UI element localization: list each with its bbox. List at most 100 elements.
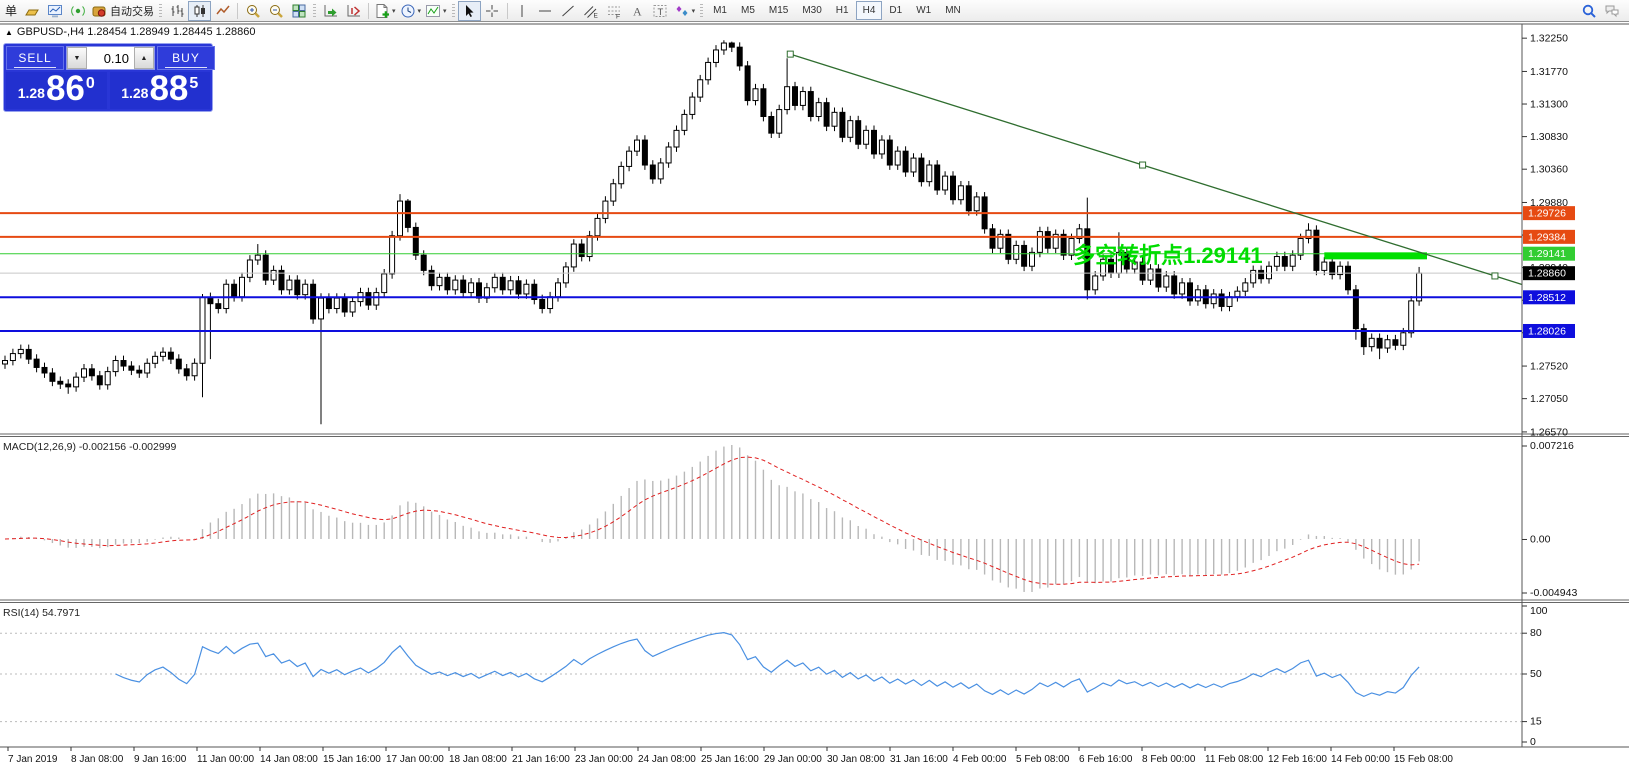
candles-icon: [194, 4, 205, 17]
toolbar: 单 自动交易 ▾ ▾ ▾ E F A T ▾ M1 M5 M15 M30 H1 H4 D1 W1 MN: [0, 0, 1629, 22]
volume-increase-button[interactable]: ▲: [134, 47, 154, 69]
tile-windows-button[interactable]: [287, 1, 310, 21]
price-badge: [1523, 266, 1575, 281]
channel-icon: E: [584, 5, 599, 19]
search-icon-button[interactable]: [1577, 1, 1600, 21]
timeframe-m30-button[interactable]: M30: [795, 1, 828, 20]
indicators-button[interactable]: ▾: [423, 1, 449, 21]
auto-scroll-button[interactable]: [319, 1, 342, 21]
toolbar-separator: [368, 2, 370, 19]
volume-control: ▼ ▲: [66, 46, 155, 70]
toolbar-right-icons: [1577, 1, 1629, 21]
timeframe-w1-button[interactable]: W1: [909, 1, 938, 20]
volume-input[interactable]: [87, 47, 134, 69]
new-order-partial-label[interactable]: 单: [5, 4, 18, 18]
horizontal-lines[interactable]: [0, 212, 1522, 332]
svg-text:1.27050: 1.27050: [1530, 393, 1568, 405]
text-label-button[interactable]: T: [649, 1, 672, 21]
toolbar-grip: [159, 3, 163, 18]
periods-button[interactable]: ▾: [398, 1, 424, 21]
svg-text:1.30830: 1.30830: [1530, 131, 1568, 143]
market-watch-icon-button[interactable]: [43, 1, 66, 21]
svg-text:6 Feb 16:00: 6 Feb 16:00: [1079, 754, 1133, 765]
crosshair-button[interactable]: [481, 1, 504, 21]
gold-symbol-icon-button[interactable]: [20, 1, 43, 21]
timeframe-m5-button[interactable]: M5: [734, 1, 762, 20]
svg-text:-0.004943: -0.004943: [1530, 587, 1577, 599]
autotrade-icon: [92, 6, 106, 17]
fibonacci-button[interactable]: F: [603, 1, 626, 21]
buy-price-display[interactable]: 1.28 88 5: [109, 71, 210, 109]
timeframe-mn-button[interactable]: MN: [938, 1, 968, 20]
trendline-handle[interactable]: [1139, 161, 1147, 169]
thick-trend-segment[interactable]: [1324, 252, 1427, 260]
svg-text:14 Feb 00:00: 14 Feb 00:00: [1331, 754, 1390, 765]
svg-text:12 Feb 16:00: 12 Feb 16:00: [1268, 754, 1327, 765]
sell-button[interactable]: SELL: [6, 46, 64, 70]
timeframe-m1-button[interactable]: M1: [706, 1, 734, 20]
chevron-down-icon[interactable]: ▾: [443, 7, 447, 15]
bars-icon: [171, 4, 184, 17]
rsi-label: RSI(14) 54.7971: [3, 607, 80, 619]
svg-text:11 Jan 00:00: 11 Jan 00:00: [197, 754, 255, 765]
textlabel-icon: T: [653, 4, 667, 18]
signals-icon-button[interactable]: [66, 1, 89, 21]
timeframe-d1-button[interactable]: D1: [882, 1, 909, 20]
volume-decrease-button[interactable]: ▼: [67, 47, 87, 69]
chevron-down-icon[interactable]: ▾: [691, 7, 696, 15]
svg-text:4 Feb 00:00: 4 Feb 00:00: [953, 754, 1007, 765]
rsi-indicator: [0, 632, 1522, 723]
svg-text:1.30360: 1.30360: [1530, 164, 1568, 176]
equidistant-channel-button[interactable]: E: [580, 1, 603, 21]
trendline-button[interactable]: [557, 1, 580, 21]
time-axis[interactable]: 7 Jan 2019 8 Jan 08:00 9 Jan 16:00 11 Jan 0…: [7, 747, 1453, 765]
trendline-handle[interactable]: [1491, 272, 1499, 280]
new-template-button[interactable]: ▾: [372, 1, 398, 21]
chart-annotation-text[interactable]: 多空转折点1.29141: [1073, 243, 1263, 268]
sell-price-big: 86: [45, 69, 85, 108]
zoom-in-button[interactable]: [241, 1, 264, 21]
arrows-button[interactable]: ▾: [672, 1, 698, 21]
svg-text:23 Jan 00:00: 23 Jan 00:00: [575, 754, 633, 765]
svg-text:5 Feb 08:00: 5 Feb 08:00: [1016, 754, 1070, 765]
svg-text:E: E: [594, 12, 599, 19]
horizontal-line-button[interactable]: [534, 1, 557, 21]
buy-button[interactable]: BUY: [157, 46, 215, 70]
trendline-handle[interactable]: [786, 50, 794, 58]
svg-text:15 Feb 08:00: 15 Feb 08:00: [1394, 754, 1453, 765]
auto-trading-button[interactable]: 自动交易: [89, 1, 156, 21]
shift-icon: [347, 4, 360, 16]
svg-text:8 Feb 00:00: 8 Feb 00:00: [1142, 754, 1196, 765]
svg-text:14 Jan 08:00: 14 Jan 08:00: [260, 754, 318, 765]
fibo-icon: F: [608, 6, 621, 19]
one-click-trading-panel: SELL ▼ ▲ BUY 1.28 86 0 1.28 88 5: [3, 43, 215, 112]
cursor-button[interactable]: [457, 0, 481, 21]
timeframe-m15-button[interactable]: M15: [762, 1, 795, 20]
text-button[interactable]: A: [626, 1, 649, 21]
chevron-down-icon[interactable]: ▾: [417, 7, 422, 15]
chevron-down-icon[interactable]: ▾: [392, 7, 396, 15]
price-badge: [1523, 290, 1575, 305]
price-axis[interactable]: 1.32250 1.31770 1.31300 1.30830 1.30360 1.298…: [1522, 33, 1575, 439]
zoom-out-button[interactable]: [264, 1, 287, 21]
svg-text:100: 100: [1530, 605, 1548, 617]
bar-chart-button[interactable]: [165, 1, 188, 21]
gold-icon: [24, 9, 39, 15]
timeframe-h4-button[interactable]: H4: [855, 1, 883, 20]
svg-text:7 Jan 2019: 7 Jan 2019: [8, 754, 58, 765]
collapse-panel-icon[interactable]: ▲: [5, 27, 13, 37]
svg-text:11 Feb 08:00: 11 Feb 08:00: [1205, 754, 1264, 765]
descending-trendline[interactable]: [790, 53, 1523, 286]
vertical-line-button[interactable]: [511, 1, 534, 21]
timeframe-h1-button[interactable]: H1: [829, 1, 856, 20]
buy-price-sup: 5: [189, 75, 199, 92]
sell-price-display[interactable]: 1.28 86 0: [6, 69, 107, 109]
line-chart-button[interactable]: [211, 1, 234, 21]
chat-icon-button[interactable]: [1600, 1, 1623, 21]
candlestick-chart-button[interactable]: [188, 0, 212, 21]
autoscroll-icon: [324, 4, 337, 16]
chart-shift-button[interactable]: [342, 1, 365, 21]
svg-text:24 Jan 08:00: 24 Jan 08:00: [638, 754, 696, 765]
